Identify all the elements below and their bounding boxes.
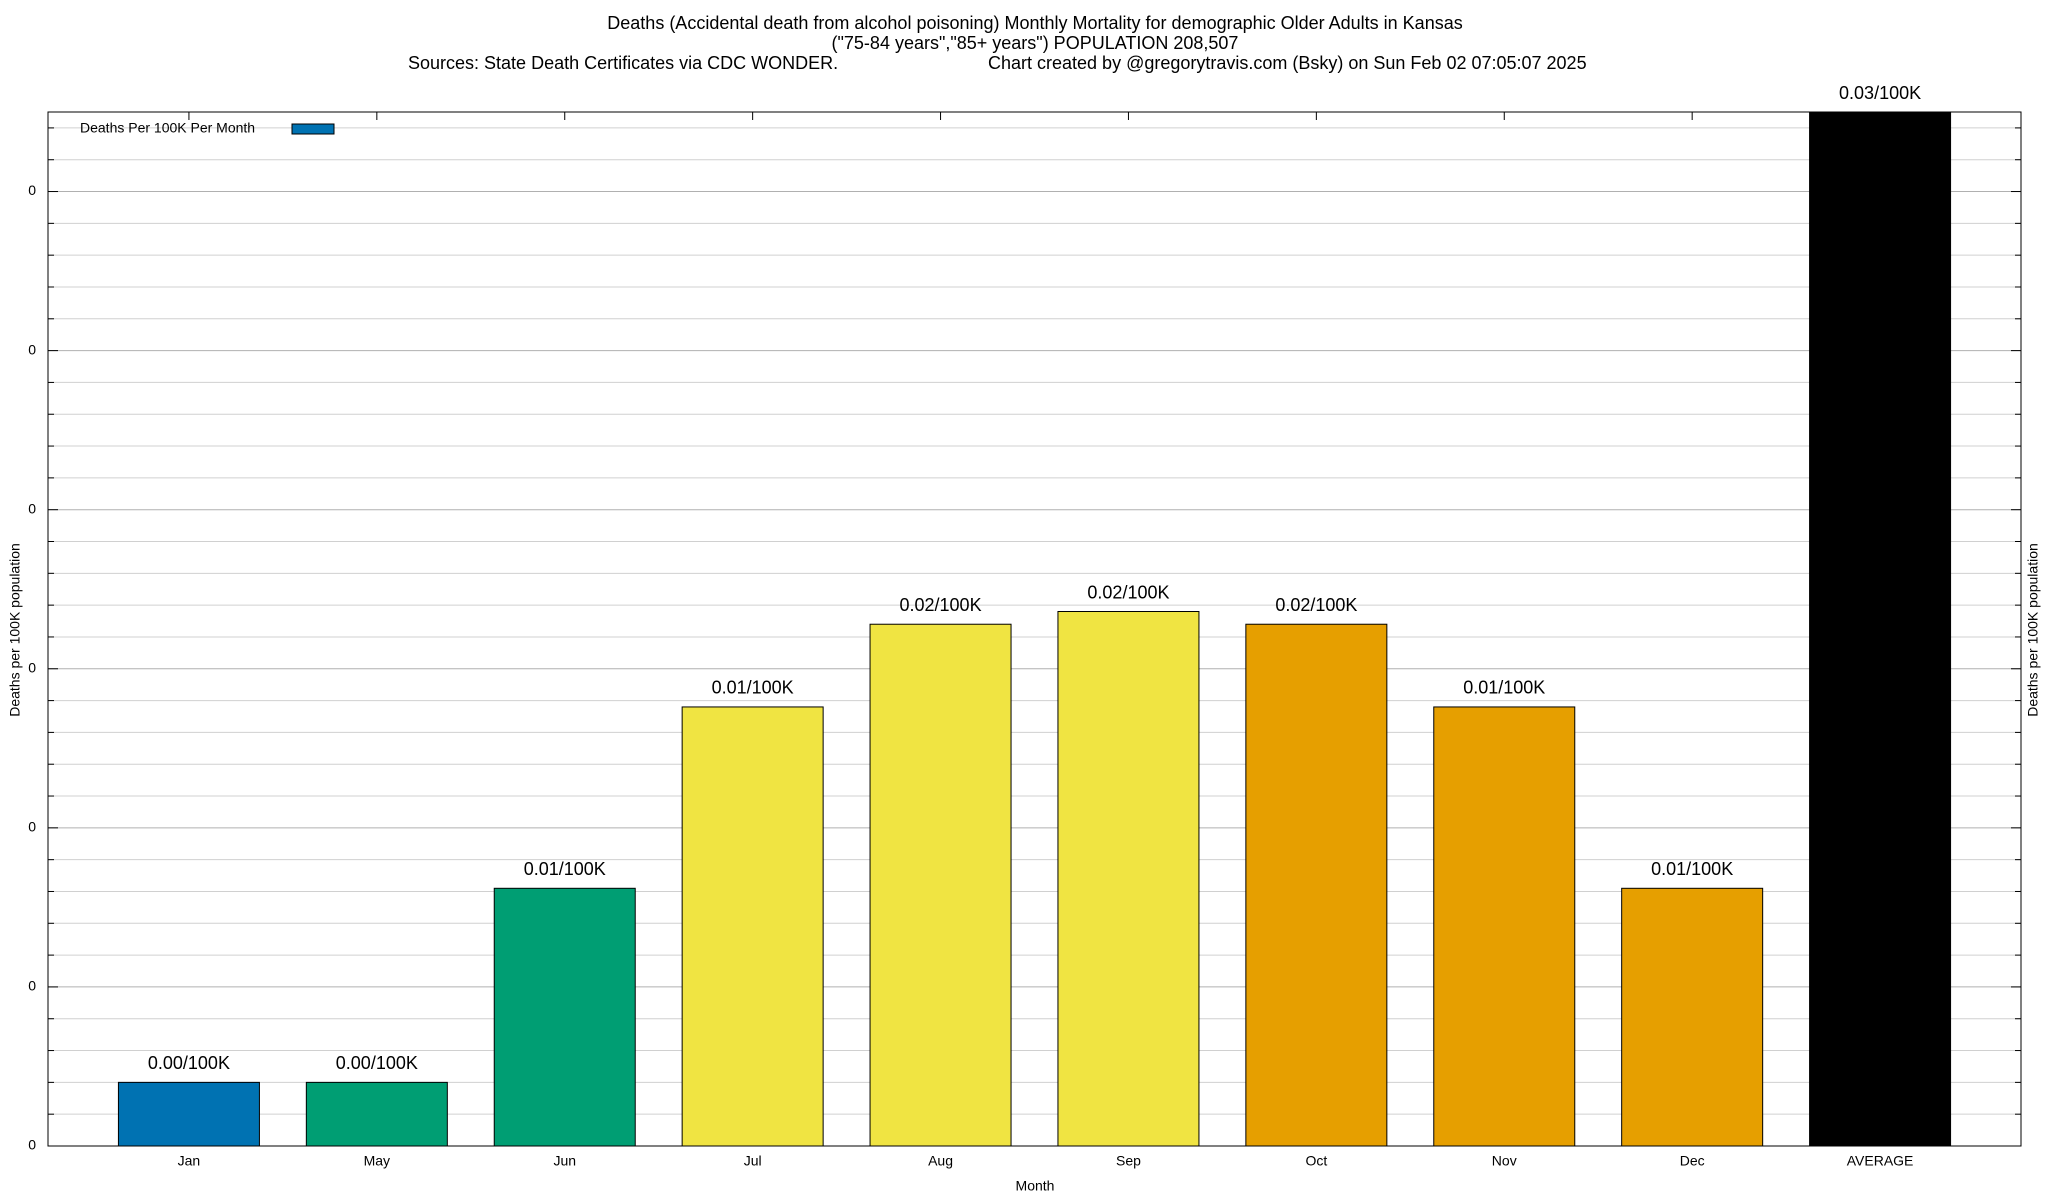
y-tick-label: 0 [28,819,36,835]
y-tick-label: 0 [28,659,36,675]
y2-axis-label: Deaths per 100K population [2025,543,2041,717]
value-label: 0.01/100K [1463,678,1545,698]
x-tick-label: Jun [553,1153,576,1169]
legend-label: Deaths Per 100K Per Month [80,120,255,136]
bar [1245,623,1388,1147]
bar [1809,111,1952,1147]
chart-title: Deaths (Accidental death from alcohol po… [607,13,1462,33]
x-tick-label: May [364,1153,390,1169]
value-label: 0.02/100K [1275,595,1357,615]
x-tick-label: Jan [178,1153,201,1169]
bar [117,1081,260,1147]
value-label: 0.02/100K [1087,582,1169,602]
x-tick-label: Oct [1305,1153,1327,1169]
source: Sources: State Death Certificates via CD… [408,53,838,73]
x-axis-label: Month [1016,1178,1055,1194]
x-tick-label: Nov [1492,1153,1517,1169]
y-tick-label: 0 [28,341,36,357]
y-tick-label: 0 [28,978,36,994]
plot-frame [47,111,2022,1147]
y-axis-label: Deaths per 100K population [7,543,23,717]
x-tick-label: Aug [928,1153,953,1169]
y-tick-label: 0 [28,500,36,516]
x-tick-label: Sep [1116,1153,1141,1169]
bar [869,623,1012,1147]
bar [1621,887,1764,1147]
x-tick-label: Dec [1680,1153,1705,1169]
x-tick-label: AVERAGE [1847,1153,1914,1169]
value-label: 0.01/100K [1651,859,1733,879]
value-label: 0.03/100K [1839,83,1921,103]
value-label: 0.00/100K [148,1053,230,1073]
value-label: 0.00/100K [336,1053,418,1073]
bar [305,1081,448,1147]
bar [493,887,636,1147]
y-tick-label: 0 [28,1137,36,1153]
x-tick-label: Jul [744,1153,762,1169]
legend-swatch [291,123,335,135]
bar [1057,611,1200,1147]
credit: Chart created by @gregorytravis.com (Bsk… [988,53,1587,73]
value-label: 0.02/100K [900,595,982,615]
y-tick-label: 0 [28,182,36,198]
chart-subtitle: ("75-84 years","85+ years") POPULATION 2… [832,33,1239,53]
bar [1433,706,1576,1147]
value-label: 0.01/100K [712,678,794,698]
value-label: 0.01/100K [524,859,606,879]
bar [681,706,824,1147]
